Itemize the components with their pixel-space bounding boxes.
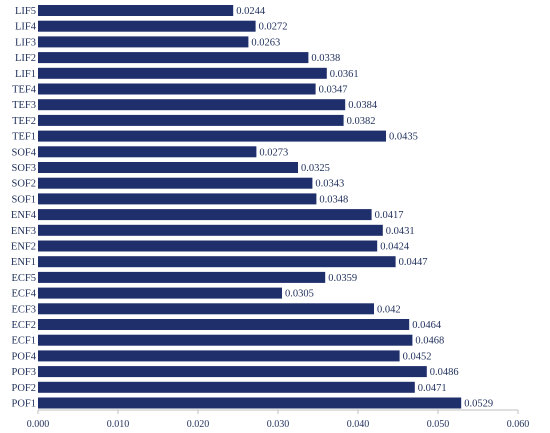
value-label-sof2: 0.0343 <box>315 179 344 190</box>
bar-lif5 <box>38 5 234 16</box>
category-label-tef2: TEF2 <box>12 116 36 127</box>
value-label-pof1: 0.0529 <box>464 399 493 410</box>
bars-group <box>38 5 462 409</box>
value-label-pof3: 0.0486 <box>430 367 459 378</box>
bar-pof2 <box>38 381 415 393</box>
x-tick-label-1: 0.010 <box>107 419 130 430</box>
value-label-lif5: 0.0244 <box>236 6 266 17</box>
category-label-sof1: SOF1 <box>11 194 36 205</box>
bar-sof3 <box>38 162 298 173</box>
category-label-pof1: POF1 <box>11 399 36 410</box>
bar-ecf3 <box>38 303 374 315</box>
bar-lif1 <box>38 67 327 79</box>
value-label-sof4: 0.0273 <box>259 147 288 158</box>
category-label-lif5: LIF5 <box>15 6 36 17</box>
value-label-lif2: 0.0338 <box>311 53 340 64</box>
value-label-lif4: 0.0272 <box>259 22 288 33</box>
category-label-ecf4: ECF4 <box>11 289 36 300</box>
value-label-sof1: 0.0348 <box>319 194 348 205</box>
category-label-tef1: TEF1 <box>12 132 36 143</box>
value-label-tef4: 0.0347 <box>319 85 348 96</box>
bar-tef3 <box>38 99 346 111</box>
x-tick-label-3: 0.030 <box>267 419 290 430</box>
bar-sof1 <box>38 193 317 205</box>
category-label-lif1: LIF1 <box>15 69 36 80</box>
category-label-lif3: LIF3 <box>15 37 36 48</box>
bar-tef4 <box>38 83 316 95</box>
value-label-ecf4: 0.0305 <box>285 289 314 300</box>
value-label-tef2: 0.0382 <box>347 116 376 127</box>
value-label-pof4: 0.0452 <box>403 351 432 362</box>
bar-ecf1 <box>38 334 413 346</box>
category-label-lif2: LIF2 <box>15 53 36 64</box>
bar-enf2 <box>38 240 378 252</box>
value-label-sof3: 0.0325 <box>301 163 330 174</box>
category-labels: LIF5 LIF4 LIF3 LIF2 LIF1 TEF4 TEF3 TEF2 TEF1 SOF4… <box>11 6 37 410</box>
bar-sof2 <box>38 177 313 189</box>
x-tick-label-4: 0.040 <box>347 419 370 430</box>
bar-pof3 <box>38 366 427 378</box>
category-label-pof2: POF2 <box>11 383 36 394</box>
value-label-tef3: 0.0384 <box>348 100 378 111</box>
x-tick-label-5: 0.050 <box>427 419 450 430</box>
value-label-pof2: 0.0471 <box>418 383 447 394</box>
bar-pof1 <box>38 397 462 409</box>
bar-sof4 <box>38 146 257 158</box>
bar-ecf5 <box>38 271 326 283</box>
value-label-tef1: 0.0435 <box>389 132 418 143</box>
value-label-ecf3: 0.042 <box>377 304 401 315</box>
value-label-enf3: 0.0431 <box>386 226 415 237</box>
x-tick-marks <box>37 410 519 414</box>
bar-tef1 <box>38 130 386 142</box>
category-label-enf4: ENF4 <box>11 210 37 221</box>
bar-enf4 <box>38 209 372 221</box>
value-label-enf1: 0.0447 <box>399 257 428 268</box>
category-label-pof4: POF4 <box>11 351 36 362</box>
x-tick-label-0: 0.000 <box>27 419 50 430</box>
bar-enf1 <box>38 256 396 268</box>
category-label-ecf5: ECF5 <box>11 273 36 284</box>
value-label-enf4: 0.0417 <box>375 210 404 221</box>
bar-lif3 <box>38 36 249 48</box>
category-label-sof4: SOF4 <box>11 147 36 158</box>
category-label-lif4: LIF4 <box>15 22 37 33</box>
x-tick-labels: 0.000 0.010 0.020 0.030 0.040 0.050 0.060 <box>27 419 530 430</box>
value-label-ecf5: 0.0359 <box>328 273 357 284</box>
category-label-ecf1: ECF1 <box>11 336 36 347</box>
value-label-enf2: 0.0424 <box>380 242 410 253</box>
category-label-ecf2: ECF2 <box>11 320 36 331</box>
category-label-sof2: SOF2 <box>11 179 36 190</box>
value-labels: 0.02440.02720.02630.03380.03610.03470.03… <box>236 6 493 410</box>
bar-tef2 <box>38 114 344 126</box>
category-label-ecf3: ECF3 <box>11 304 36 315</box>
category-label-enf3: ENF3 <box>11 226 36 237</box>
bar-enf3 <box>38 224 383 236</box>
x-tick-label-6: 0.060 <box>507 419 530 430</box>
x-tick-label-2: 0.020 <box>187 419 210 430</box>
bar-ecf4 <box>38 287 282 299</box>
bar-ecf2 <box>38 319 410 330</box>
bar-lif2 <box>38 52 309 64</box>
bar-lif4 <box>38 20 256 32</box>
category-label-enf2: ENF2 <box>11 242 36 253</box>
value-label-ecf2: 0.0464 <box>412 320 442 331</box>
bar-pof4 <box>38 350 400 362</box>
category-label-pof3: POF3 <box>11 367 36 378</box>
value-label-lif3: 0.0263 <box>251 37 280 48</box>
category-label-tef4: TEF4 <box>12 85 37 96</box>
category-label-enf1: ENF1 <box>11 257 36 268</box>
value-label-lif1: 0.0361 <box>330 69 359 80</box>
value-label-ecf1: 0.0468 <box>415 336 444 347</box>
category-label-sof3: SOF3 <box>11 163 36 174</box>
category-label-tef3: TEF3 <box>12 100 36 111</box>
